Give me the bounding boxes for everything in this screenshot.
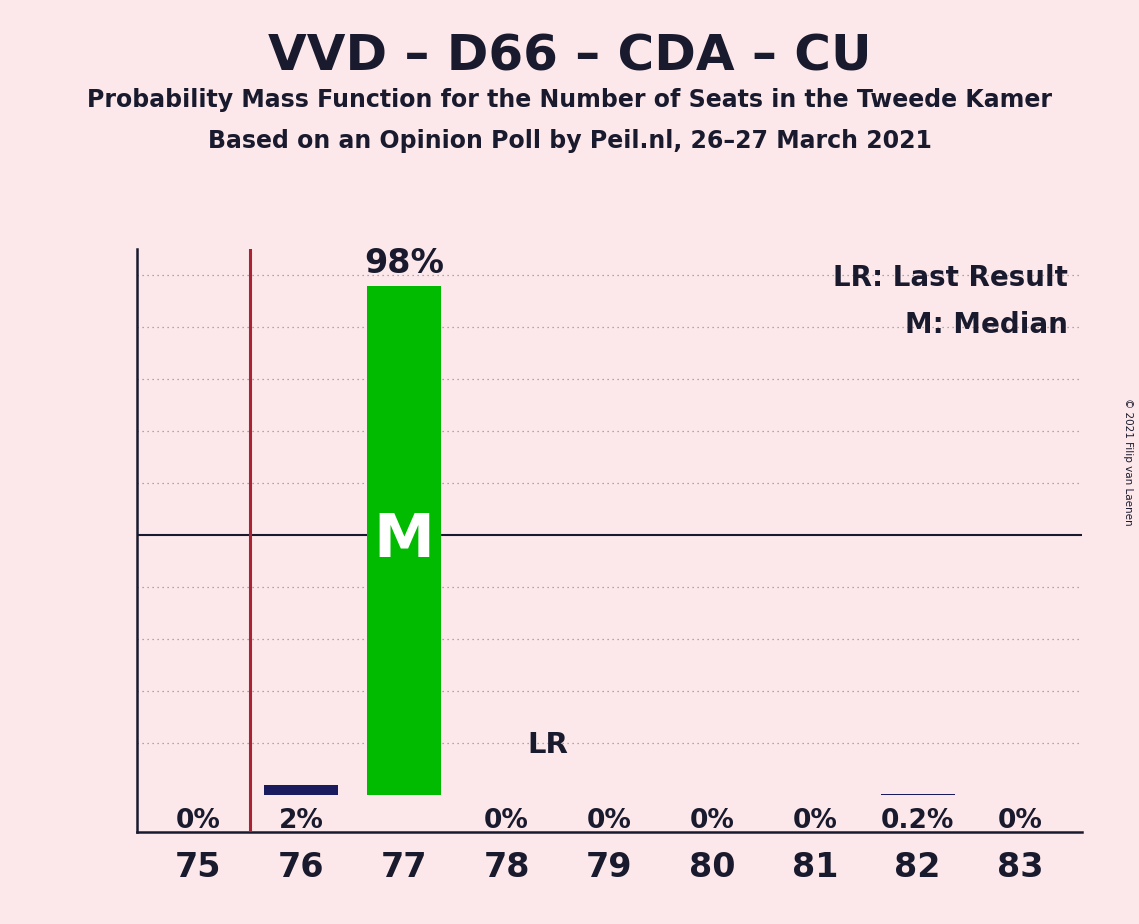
- Text: 98%: 98%: [364, 247, 444, 280]
- Text: 0%: 0%: [175, 808, 221, 834]
- Text: 2%: 2%: [279, 808, 323, 834]
- Bar: [264, 784, 338, 796]
- Text: LR: LR: [527, 731, 568, 759]
- Bar: [367, 286, 441, 796]
- Text: M: Median: M: Median: [906, 310, 1068, 338]
- Text: VVD – D66 – CDA – CU: VVD – D66 – CDA – CU: [268, 32, 871, 80]
- Text: 0%: 0%: [793, 808, 837, 834]
- Text: Based on an Opinion Poll by Peil.nl, 26–27 March 2021: Based on an Opinion Poll by Peil.nl, 26–…: [207, 129, 932, 153]
- Text: © 2021 Filip van Laenen: © 2021 Filip van Laenen: [1123, 398, 1133, 526]
- Text: LR: Last Result: LR: Last Result: [833, 264, 1068, 292]
- Text: 0.2%: 0.2%: [880, 808, 954, 834]
- Text: 0%: 0%: [484, 808, 528, 834]
- Text: M: M: [374, 511, 434, 570]
- Bar: [880, 794, 954, 796]
- Text: 0%: 0%: [998, 808, 1043, 834]
- Text: Probability Mass Function for the Number of Seats in the Tweede Kamer: Probability Mass Function for the Number…: [87, 88, 1052, 112]
- Text: 0%: 0%: [587, 808, 632, 834]
- Text: 0%: 0%: [690, 808, 735, 834]
